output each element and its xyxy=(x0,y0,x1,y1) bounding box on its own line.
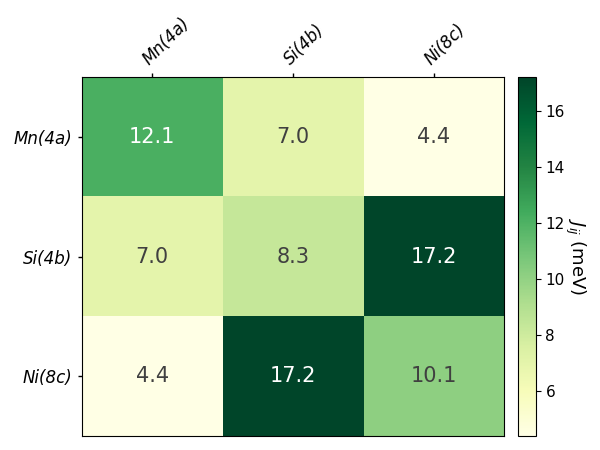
Text: 17.2: 17.2 xyxy=(270,366,316,386)
Text: 10.1: 10.1 xyxy=(410,366,457,386)
Text: 12.1: 12.1 xyxy=(129,127,175,147)
Text: 7.0: 7.0 xyxy=(277,127,310,147)
Text: 4.4: 4.4 xyxy=(136,366,169,386)
Y-axis label: $J_{ij}$ (meV): $J_{ij}$ (meV) xyxy=(563,218,587,295)
Text: 7.0: 7.0 xyxy=(136,247,169,267)
Text: 8.3: 8.3 xyxy=(277,247,310,267)
Text: 17.2: 17.2 xyxy=(410,247,457,267)
Text: 4.4: 4.4 xyxy=(417,127,450,147)
